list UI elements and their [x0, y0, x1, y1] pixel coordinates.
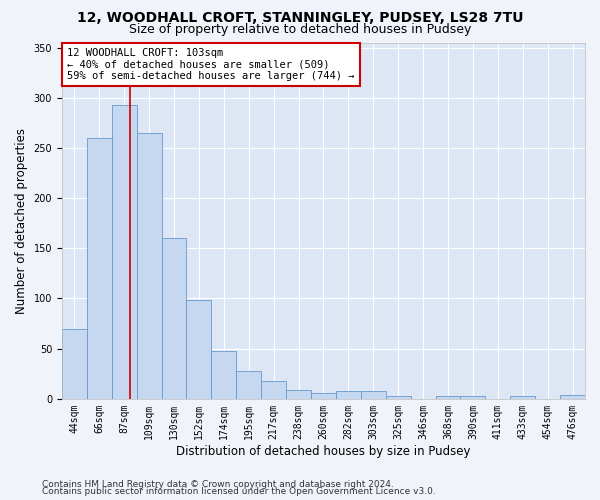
Bar: [436, 396, 460, 399]
Y-axis label: Number of detached properties: Number of detached properties: [15, 128, 28, 314]
X-axis label: Distribution of detached houses by size in Pudsey: Distribution of detached houses by size …: [176, 444, 471, 458]
Bar: [211, 350, 236, 399]
Bar: [137, 133, 161, 399]
Text: Contains public sector information licensed under the Open Government Licence v3: Contains public sector information licen…: [42, 487, 436, 496]
Text: 12, WOODHALL CROFT, STANNINGLEY, PUDSEY, LS28 7TU: 12, WOODHALL CROFT, STANNINGLEY, PUDSEY,…: [77, 12, 523, 26]
Bar: [87, 138, 112, 399]
Bar: [161, 238, 187, 399]
Bar: [361, 391, 386, 399]
Bar: [460, 396, 485, 399]
Bar: [187, 300, 211, 399]
Bar: [311, 393, 336, 399]
Bar: [560, 395, 585, 399]
Text: 12 WOODHALL CROFT: 103sqm
← 40% of detached houses are smaller (509)
59% of semi: 12 WOODHALL CROFT: 103sqm ← 40% of detac…: [67, 48, 355, 81]
Bar: [510, 396, 535, 399]
Bar: [386, 396, 410, 399]
Bar: [62, 328, 87, 399]
Bar: [336, 391, 361, 399]
Text: Size of property relative to detached houses in Pudsey: Size of property relative to detached ho…: [129, 22, 471, 36]
Bar: [261, 381, 286, 399]
Bar: [236, 370, 261, 399]
Text: Contains HM Land Registry data © Crown copyright and database right 2024.: Contains HM Land Registry data © Crown c…: [42, 480, 394, 489]
Bar: [112, 104, 137, 399]
Bar: [286, 390, 311, 399]
